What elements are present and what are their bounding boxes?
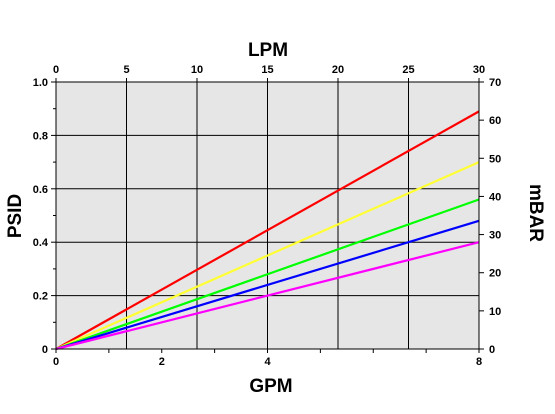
right-axis-tick-label: 10	[489, 306, 501, 318]
axis-ticks: 0 5 10 15 20 25 300 2 4 800.20.40.60.81.001020304…	[33, 64, 502, 368]
right-axis-tick-label: 20	[489, 268, 501, 280]
left-axis-tick-label: 1.0	[33, 77, 48, 89]
left-axis-title: PSID	[5, 194, 26, 238]
bottom-axis-tick-label: 2	[159, 356, 165, 368]
top-axis-tick-label: 10	[191, 64, 203, 76]
top-axis-tick-label: 15	[261, 64, 273, 76]
series-line-2	[55, 161, 480, 351]
bottom-axis-tick-label: 4	[264, 356, 271, 368]
top-axis-tick-label: 25	[402, 64, 414, 76]
series-line-4	[55, 219, 480, 351]
top-axis-title: LPM	[248, 40, 288, 61]
right-axis-tick-label: 0	[489, 344, 495, 356]
left-axis-tick-label: 0.8	[33, 130, 48, 142]
top-axis-tick-label: 30	[473, 64, 485, 76]
right-axis-tick-label: 60	[489, 115, 501, 127]
top-axis-tick-label: 20	[332, 64, 344, 76]
left-axis-tick-label: 0.6	[33, 184, 48, 196]
right-axis-title: mBAR	[525, 184, 546, 242]
right-axis-tick-label: 70	[489, 77, 501, 89]
bottom-axis-title: GPM	[249, 376, 292, 397]
bottom-axis-tick-label: 8	[476, 356, 482, 368]
right-axis-tick-label: 30	[489, 230, 501, 242]
series-line-5	[55, 241, 480, 351]
left-axis-tick-label: 0.4	[33, 237, 49, 249]
series-lines	[55, 110, 480, 351]
right-axis-tick-label: 50	[489, 153, 501, 165]
left-axis-tick-label: 0	[42, 344, 48, 356]
left-axis-tick-label: 0.2	[33, 291, 48, 303]
top-axis-tick-label: 5	[123, 64, 129, 76]
top-axis-tick-label: 0	[53, 64, 59, 76]
series-line-3	[55, 198, 480, 351]
series-line-1	[55, 110, 480, 350]
right-axis-tick-label: 40	[489, 191, 501, 203]
bottom-axis-tick-label: 0	[53, 356, 59, 368]
